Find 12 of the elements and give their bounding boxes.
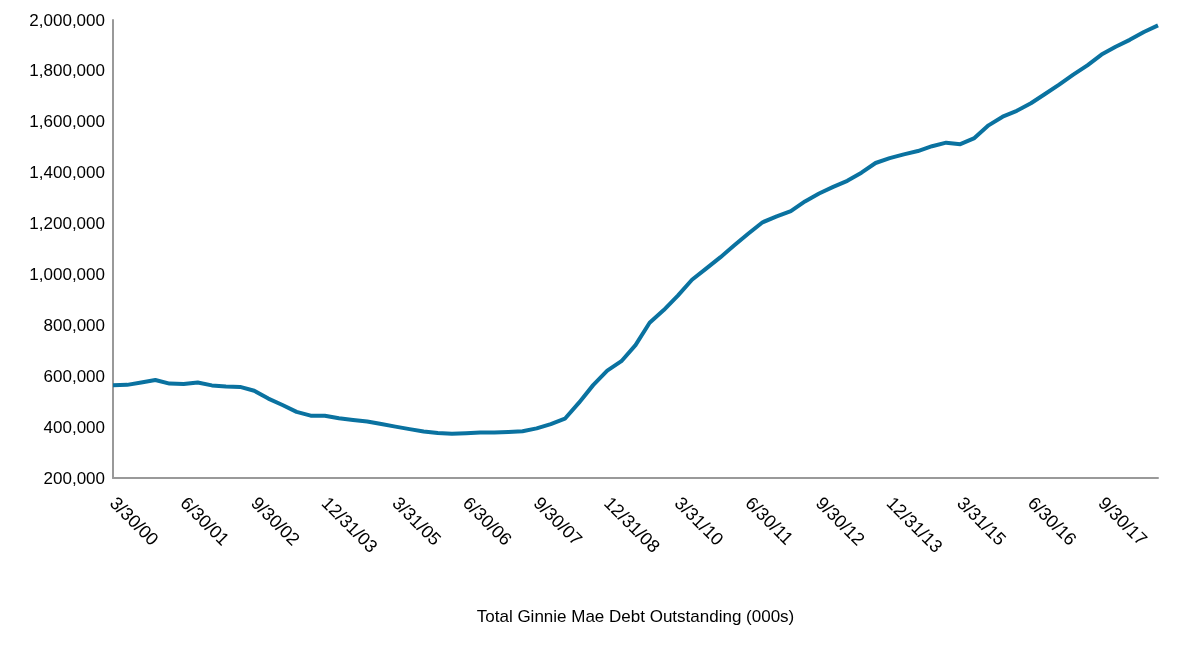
- y-tick-label: 2,000,000: [29, 10, 105, 30]
- line-series: [111, 23, 1160, 436]
- y-tick-label: 800,000: [43, 315, 105, 335]
- y-tick-label: 400,000: [43, 417, 105, 437]
- y-tick-label: 600,000: [43, 366, 105, 386]
- y-tick-label: 1,000,000: [29, 264, 105, 284]
- y-tick-label: 200,000: [43, 468, 105, 488]
- y-tick-label: 1,200,000: [29, 214, 105, 234]
- y-tick-label: 1,800,000: [29, 61, 105, 81]
- x-axis-title: Total Ginnie Mae Debt Outstanding (000s): [476, 607, 795, 626]
- y-tick-label: 1,600,000: [29, 112, 105, 132]
- y-tick-label: 1,400,000: [29, 163, 105, 183]
